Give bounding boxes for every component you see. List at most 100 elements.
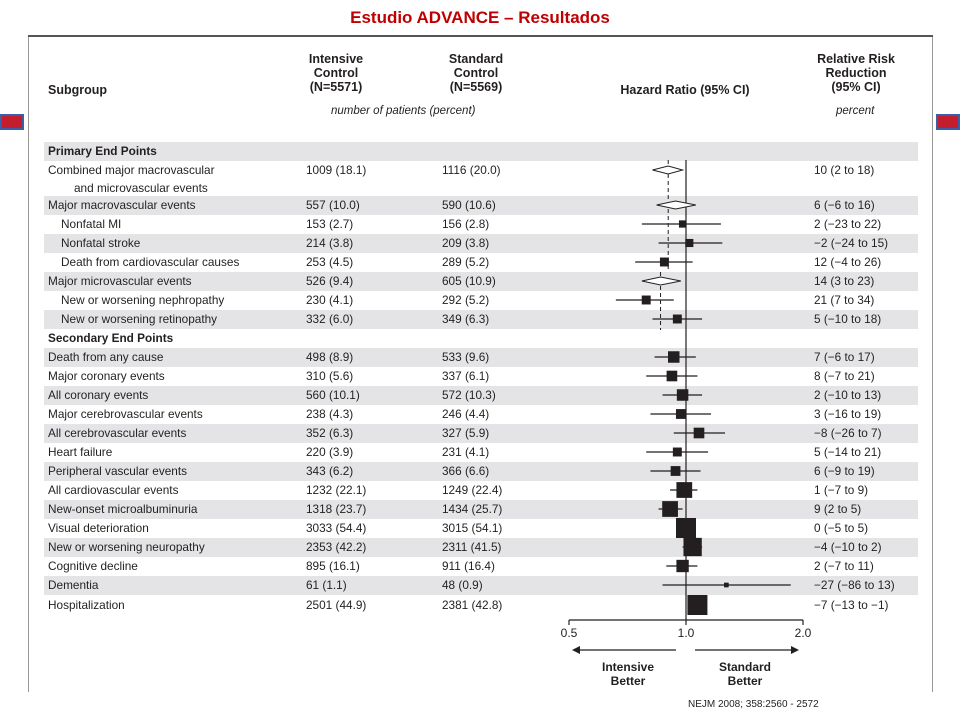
title-rule bbox=[28, 35, 933, 37]
row-label: Death from cardiovascular causes bbox=[61, 255, 240, 269]
header-rrr-line3: (95% CI) bbox=[831, 80, 881, 94]
table-row: Hospitalization 2501 (44.9) 2381 (42.8) … bbox=[44, 596, 918, 615]
header-rrr: Relative Risk Reduction (95% CI) bbox=[800, 52, 912, 94]
row-label: Death from any cause bbox=[48, 350, 164, 364]
intensive-better-line1: Intensive bbox=[601, 660, 655, 674]
standard-value: 289 (5.2) bbox=[442, 255, 490, 269]
table-row: Major microvascular events 526 (9.4) 605… bbox=[44, 272, 918, 291]
rrr-value: 14 (3 to 23) bbox=[814, 274, 875, 288]
hr-marker bbox=[676, 518, 696, 538]
row-label: Dementia bbox=[48, 578, 99, 592]
citation: NEJM 2008; 358:2560 - 2572 bbox=[688, 699, 819, 710]
table-row: Death from cardiovascular causes 253 (4.… bbox=[44, 253, 918, 272]
hr-marker bbox=[672, 447, 682, 457]
table-row: Visual deterioration 3033 (54.4) 3015 (5… bbox=[44, 519, 918, 538]
standard-better-label: Standard Better bbox=[700, 660, 790, 688]
intensive-value: 230 (4.1) bbox=[306, 293, 354, 307]
table-row: New-onset microalbuminuria 1318 (23.7) 1… bbox=[44, 500, 918, 519]
standard-value: 156 (2.8) bbox=[442, 217, 490, 231]
percent-note: percent bbox=[836, 105, 875, 117]
intensive-value: 498 (8.9) bbox=[306, 350, 354, 364]
row-label: Visual deterioration bbox=[48, 521, 149, 535]
intensive-value: 343 (6.2) bbox=[306, 464, 354, 478]
table-row: Peripheral vascular events 343 (6.2) 366… bbox=[44, 462, 918, 481]
rrr-value: 2 (−7 to 11) bbox=[814, 559, 874, 573]
standard-value: 2311 (41.5) bbox=[442, 540, 502, 554]
intensive-value: 214 (3.8) bbox=[306, 236, 354, 250]
row-label: Major coronary events bbox=[48, 369, 165, 383]
standard-value: 3015 (54.1) bbox=[442, 521, 503, 535]
intensive-value: 332 (6.0) bbox=[306, 312, 354, 326]
table-row: Cognitive decline 895 (16.1) 911 (16.4) … bbox=[44, 557, 918, 576]
header-standard-line2: Control bbox=[453, 66, 499, 80]
figure-left-border bbox=[28, 37, 29, 692]
row-label: Nonfatal stroke bbox=[61, 236, 141, 250]
hr-marker bbox=[668, 351, 680, 363]
standard-value: 533 (9.6) bbox=[442, 350, 490, 364]
header-intensive-line1: Intensive bbox=[308, 52, 364, 66]
header-rrr-line1: Relative Risk bbox=[817, 52, 895, 66]
rrr-value: 2 (−23 to 22) bbox=[814, 217, 882, 231]
intensive-value: 61 (1.1) bbox=[306, 578, 347, 592]
row-label: New or worsening neuropathy bbox=[48, 540, 205, 554]
hr-marker bbox=[675, 409, 686, 419]
intensive-better-label: Intensive Better bbox=[583, 660, 673, 688]
rrr-value: 5 (−10 to 18) bbox=[814, 312, 882, 326]
rrr-value: 9 (2 to 5) bbox=[814, 502, 862, 516]
intensive-value: 1318 (23.7) bbox=[306, 502, 367, 516]
rrr-value: 3 (−16 to 19) bbox=[814, 407, 882, 421]
rrr-value: 0 (−5 to 5) bbox=[814, 521, 869, 535]
row-label: Major cerebrovascular events bbox=[48, 407, 203, 421]
row-label: Heart failure bbox=[48, 445, 113, 459]
ci-diamond bbox=[652, 165, 685, 175]
table-row: Major macrovascular events 557 (10.0) 59… bbox=[44, 196, 918, 215]
intensive-value: 3033 (54.4) bbox=[306, 521, 367, 535]
x-tick-label: 2.0 bbox=[794, 626, 812, 640]
table-row: Major cerebrovascular events 238 (4.3) 2… bbox=[44, 405, 918, 424]
table-row: Nonfatal MI 153 (2.7) 156 (2.8) 2 (−23 t… bbox=[44, 215, 918, 234]
standard-value: 605 (10.9) bbox=[442, 274, 496, 288]
header-standard: Standard Control (N=5569) bbox=[436, 52, 516, 94]
intensive-better-line2: Better bbox=[610, 674, 646, 688]
hr-marker bbox=[676, 559, 689, 573]
row-label: New-onset microalbuminuria bbox=[48, 502, 198, 516]
intensive-value: 153 (2.7) bbox=[306, 217, 354, 231]
intensive-value: 352 (6.3) bbox=[306, 426, 354, 440]
table-row: Combined major macrovascular and microva… bbox=[44, 161, 918, 199]
header-subgroup: Subgroup bbox=[48, 83, 108, 97]
intensive-value: 253 (4.5) bbox=[306, 255, 354, 269]
rrr-value: −8 (−26 to 7) bbox=[814, 426, 882, 440]
hr-marker bbox=[723, 582, 729, 588]
intensive-value: 1009 (18.1) bbox=[306, 163, 367, 177]
hr-marker bbox=[670, 466, 681, 476]
hr-marker bbox=[676, 389, 689, 401]
rrr-value: 12 (−4 to 26) bbox=[814, 255, 882, 269]
table-row: New or worsening retinopathy 332 (6.0) 3… bbox=[44, 310, 918, 329]
header-standard-line3: (N=5569) bbox=[449, 80, 503, 94]
rrr-value: −4 (−10 to 2) bbox=[814, 540, 882, 554]
standard-value: 1434 (25.7) bbox=[442, 502, 503, 516]
standard-value: 1116 (20.0) bbox=[442, 163, 501, 177]
table-row: New or worsening nephropathy 230 (4.1) 2… bbox=[44, 291, 918, 310]
table-row: All cardiovascular events 1232 (22.1) 12… bbox=[44, 481, 918, 500]
row-label-continued: and microvascular events bbox=[74, 181, 208, 195]
intensive-value: 310 (5.6) bbox=[306, 369, 354, 383]
table-row: Dementia 61 (1.1) 48 (0.9) −27 (−86 to 1… bbox=[44, 576, 918, 595]
header-hazard-ratio: Hazard Ratio (95% CI) bbox=[620, 83, 750, 97]
header-intensive-line2: Control bbox=[313, 66, 359, 80]
figure-right-border bbox=[932, 37, 933, 692]
standard-value: 349 (6.3) bbox=[442, 312, 490, 326]
ci-diamond bbox=[656, 200, 696, 210]
rrr-value: 1 (−7 to 9) bbox=[814, 483, 869, 497]
row-label: New or worsening retinopathy bbox=[61, 312, 218, 326]
row-label: Major microvascular events bbox=[48, 274, 192, 288]
intensive-value: 557 (10.0) bbox=[306, 198, 360, 212]
row-label: All coronary events bbox=[48, 388, 149, 402]
standard-value: 911 (16.4) bbox=[442, 559, 495, 573]
section-primary-label: Primary End Points bbox=[48, 144, 157, 158]
row-label: Cognitive decline bbox=[48, 559, 138, 573]
header-intensive-line3: (N=5571) bbox=[309, 80, 363, 94]
standard-value: 292 (5.2) bbox=[442, 293, 490, 307]
intensive-value: 2501 (44.9) bbox=[306, 598, 367, 612]
